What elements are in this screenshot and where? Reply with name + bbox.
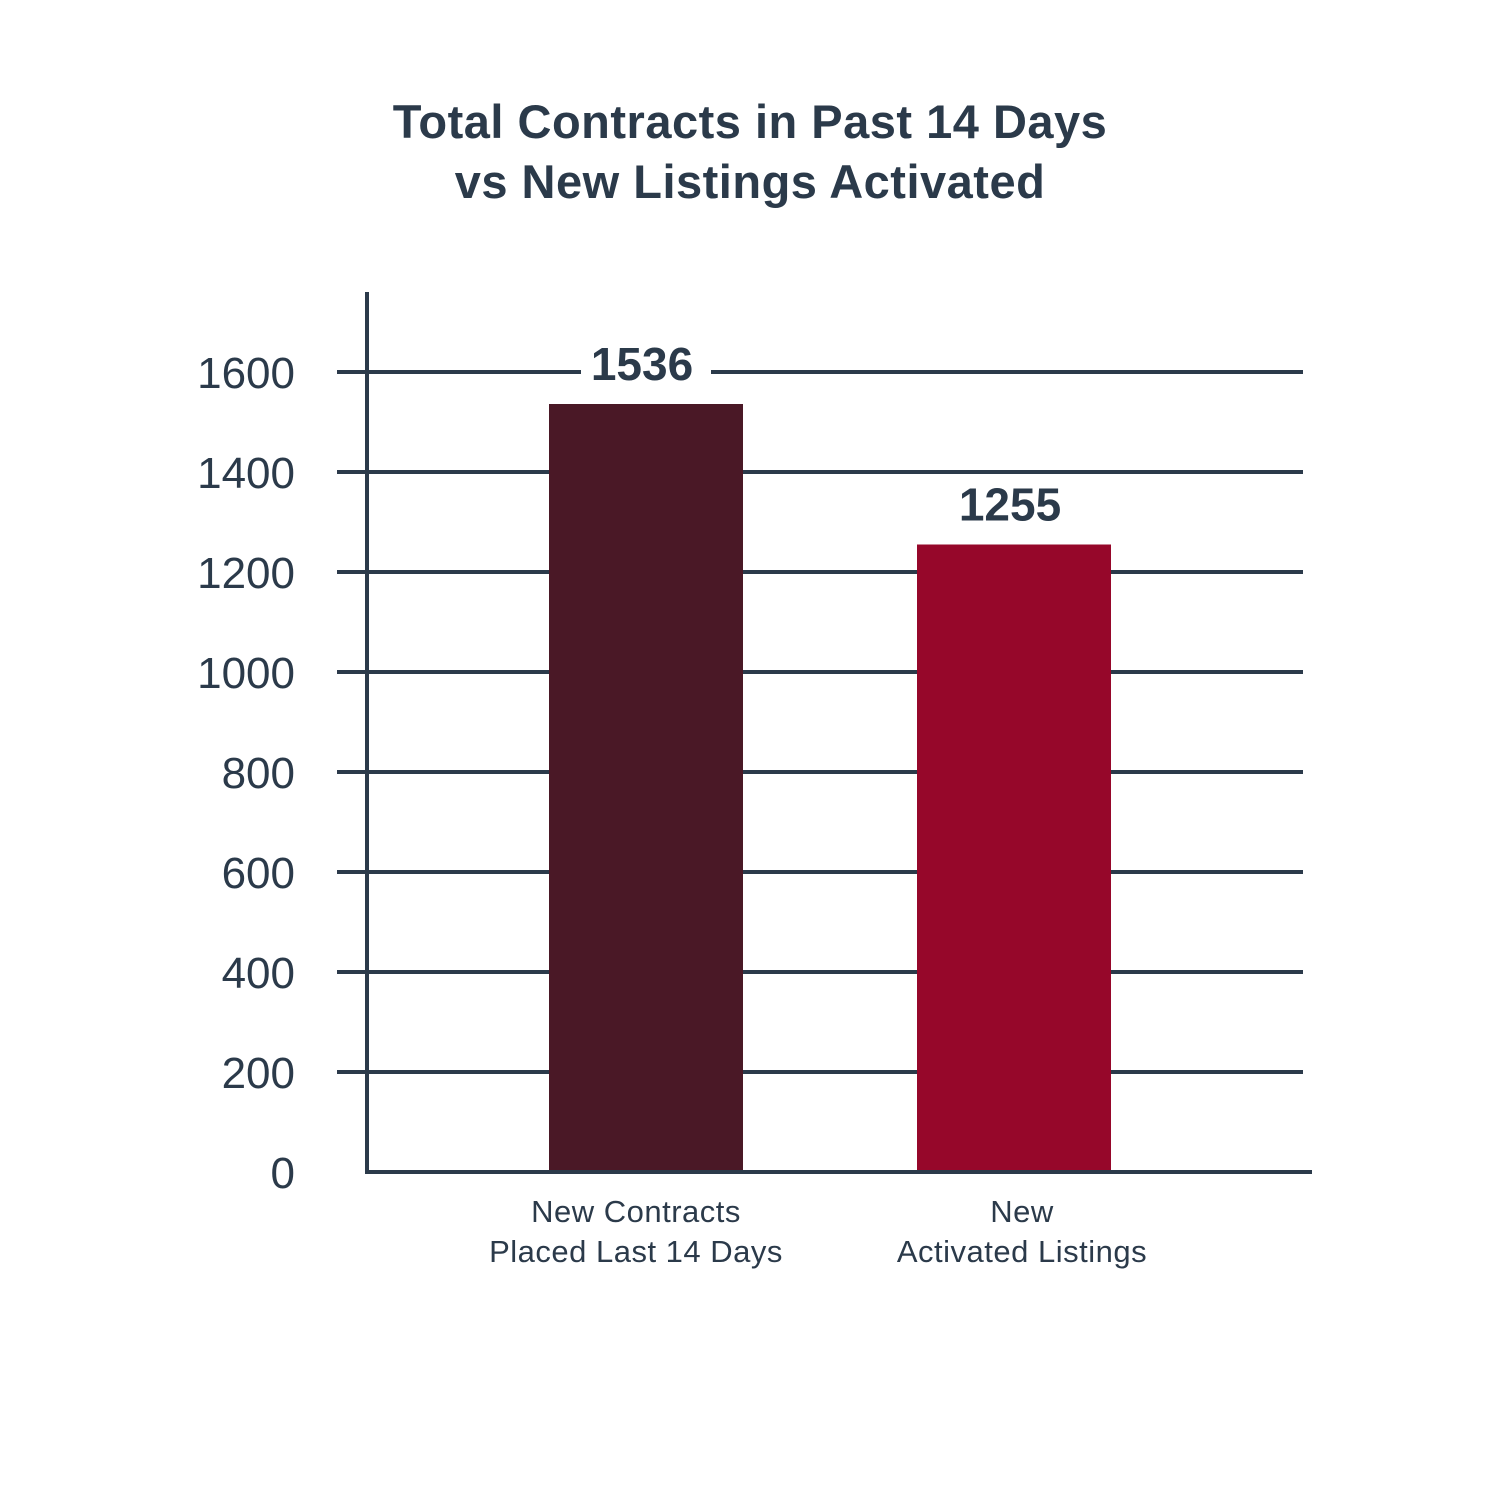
y-tick-label-800: 800 [222,749,295,798]
y-tick-label-200: 200 [222,1049,295,1098]
y-tick-label-0: 0 [271,1149,295,1198]
category-label-2-line-2: Activated Listings [897,1234,1147,1269]
bar-1 [549,404,743,1172]
chart-title: Total Contracts in Past 14 Days vs New L… [0,92,1500,212]
chart-title-line-1: Total Contracts in Past 14 Days [392,95,1108,148]
y-tick-label-1600: 1600 [197,349,295,398]
y-tick-label-1000: 1000 [197,649,295,698]
category-label-2-line-1: New [990,1194,1054,1229]
chart-title-line-2: vs New Listings Activated [454,155,1046,208]
category-labels: New Contracts Placed Last 14 Days New Activ… [489,1194,1147,1269]
y-tick-label-1400: 1400 [197,449,295,498]
y-tick-label-400: 400 [222,949,295,998]
y-tick-label-600: 600 [222,849,295,898]
value-label-bg-1 [581,336,711,390]
category-label-1-line-2: Placed Last 14 Days [489,1234,783,1269]
value-label-2: 1255 [959,479,1061,531]
bar-2 [917,544,1111,1172]
value-label-1: 1536 [591,338,693,390]
category-label-1-line-1: New Contracts [531,1194,741,1229]
value-label-bg-2 [949,476,1079,531]
y-tick-label-1200: 1200 [197,549,295,598]
value-labels: 1536 1255 [581,336,1079,531]
gridlines [337,370,1303,1074]
bars [549,404,1111,1172]
y-tick-labels: 0 200 400 600 800 1000 1200 1400 1600 [197,349,295,1198]
axes [365,292,1312,1174]
